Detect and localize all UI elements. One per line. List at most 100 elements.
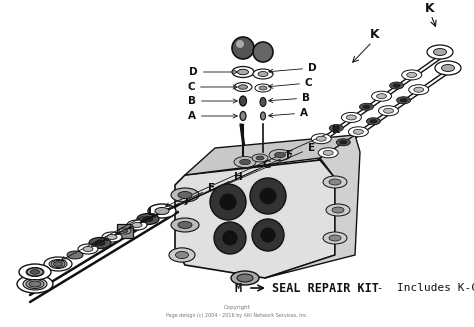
Ellipse shape [376,94,386,99]
Circle shape [260,188,276,204]
Text: F: F [103,183,215,240]
Ellipse shape [332,207,344,213]
Ellipse shape [359,103,374,110]
Text: F: F [140,150,293,223]
Text: M: M [235,282,242,295]
Text: E: E [151,143,315,217]
Ellipse shape [341,112,361,122]
Ellipse shape [178,221,192,229]
Circle shape [261,228,275,242]
Circle shape [252,219,284,251]
Text: L: L [61,207,155,260]
Ellipse shape [102,232,122,242]
Ellipse shape [44,257,72,271]
Ellipse shape [26,267,44,277]
Ellipse shape [51,261,65,267]
Ellipse shape [95,240,105,246]
Ellipse shape [231,271,259,285]
Text: K: K [370,28,380,41]
Circle shape [214,222,246,254]
Ellipse shape [234,157,256,167]
Ellipse shape [148,204,176,218]
Ellipse shape [311,134,331,144]
Ellipse shape [26,280,44,288]
Ellipse shape [400,98,407,102]
Ellipse shape [171,218,199,232]
Ellipse shape [366,118,381,125]
Ellipse shape [83,247,93,251]
Ellipse shape [239,159,250,165]
Ellipse shape [318,148,338,158]
Ellipse shape [178,192,192,198]
Ellipse shape [397,97,410,104]
Ellipse shape [354,129,364,134]
Ellipse shape [78,244,98,254]
Ellipse shape [274,152,285,158]
Ellipse shape [137,214,159,225]
Ellipse shape [379,106,399,116]
Ellipse shape [107,234,117,239]
Text: D: D [190,67,237,77]
Bar [117,224,133,238]
Ellipse shape [119,228,131,234]
Circle shape [253,42,273,62]
Text: H: H [115,172,243,234]
Ellipse shape [234,82,252,92]
Circle shape [223,231,237,245]
Text: SEAL REPAIR KIT: SEAL REPAIR KIT [272,282,379,295]
Circle shape [250,178,286,214]
Ellipse shape [336,139,350,146]
Ellipse shape [49,260,67,268]
Ellipse shape [252,154,268,162]
Ellipse shape [427,45,453,59]
Ellipse shape [329,235,341,241]
Ellipse shape [29,281,41,287]
Ellipse shape [54,262,63,266]
Circle shape [220,194,236,210]
Ellipse shape [323,150,333,155]
Ellipse shape [323,176,347,188]
Ellipse shape [27,268,43,276]
Polygon shape [175,160,335,278]
Ellipse shape [237,69,248,75]
Ellipse shape [122,230,128,232]
Ellipse shape [19,264,51,280]
Text: C: C [187,82,237,92]
Ellipse shape [67,251,83,259]
Ellipse shape [323,232,347,244]
Ellipse shape [240,112,246,121]
Ellipse shape [232,66,254,77]
Ellipse shape [89,237,111,249]
Text: G: G [128,160,271,229]
Text: B: B [188,96,237,106]
Circle shape [232,37,254,59]
Text: J: J [91,195,188,247]
Ellipse shape [155,208,169,215]
Text: C: C [269,78,313,88]
Ellipse shape [348,127,368,137]
Text: Page design (c) 2004 - 2016 by ARI Network Services, Inc.: Page design (c) 2004 - 2016 by ARI Netwo… [166,314,308,318]
Text: B: B [269,93,310,103]
Ellipse shape [414,87,424,92]
Ellipse shape [329,125,343,131]
Ellipse shape [132,222,142,228]
Polygon shape [185,135,355,175]
Ellipse shape [23,278,47,290]
Ellipse shape [434,48,447,56]
Ellipse shape [340,141,347,144]
Ellipse shape [253,69,273,79]
Ellipse shape [326,204,350,216]
Ellipse shape [316,136,326,141]
Ellipse shape [30,270,39,274]
Circle shape [210,184,246,220]
Ellipse shape [409,85,428,95]
Text: K: K [165,125,340,207]
Ellipse shape [346,115,356,120]
Ellipse shape [238,85,247,89]
Text: K: K [425,2,435,15]
Ellipse shape [269,149,291,161]
Ellipse shape [143,216,153,221]
Text: -  Includes K-C: - Includes K-C [370,283,474,293]
Ellipse shape [239,96,246,106]
Text: ARI
Network: ARI Network [214,160,296,200]
